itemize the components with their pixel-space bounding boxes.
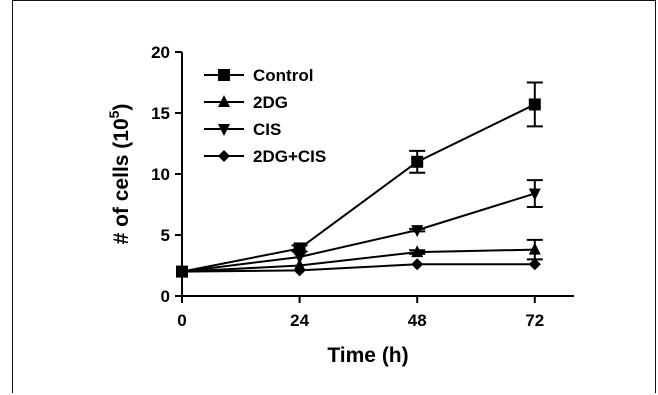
data-point — [528, 98, 541, 111]
series-control — [176, 81, 543, 278]
legend-marker — [218, 69, 230, 81]
data-point — [411, 155, 424, 168]
legend-label: Control — [253, 66, 313, 85]
x-ticks: 0 24 48 72 — [177, 296, 544, 330]
series-line — [181, 263, 535, 273]
y-axis-title-main: # of cells (10 — [110, 118, 133, 244]
legend-marker — [218, 124, 230, 136]
y-tick-label: 0 — [161, 287, 170, 306]
data-point — [411, 245, 424, 258]
data-point — [528, 242, 541, 255]
legend-item: Control — [204, 66, 313, 85]
data-point — [528, 188, 541, 201]
data-point — [293, 251, 306, 264]
x-tick-label: 24 — [290, 311, 309, 330]
legend-label: CIS — [253, 120, 281, 139]
y-ticks: 0 5 10 15 20 — [151, 43, 182, 306]
data-point — [411, 225, 424, 238]
legend-label: 2DG+CIS — [253, 147, 326, 166]
legend-item: CIS — [204, 120, 281, 139]
data-point — [293, 264, 306, 277]
figure-frame — [12, 0, 656, 393]
legend-item: 2DG — [204, 93, 288, 112]
legend-marker — [218, 95, 230, 107]
y-tick-label: 5 — [161, 226, 170, 245]
data-point — [176, 265, 188, 278]
y-tick-label: 15 — [151, 104, 170, 123]
data-point — [528, 258, 541, 271]
series-line — [181, 103, 536, 273]
y-tick-label: 10 — [151, 165, 170, 184]
legend-item: 2DG+CIS — [204, 147, 326, 166]
data-point — [411, 258, 424, 271]
y-tick-label: 20 — [151, 43, 170, 62]
legend: Control 2DG CIS 2DG+CIS — [204, 66, 326, 166]
x-tick-label: 48 — [408, 311, 427, 330]
series-2dg-cis — [176, 258, 541, 278]
y-axis-title: # of cells (105) — [106, 104, 133, 245]
data-point — [293, 242, 306, 255]
series-layer — [176, 81, 543, 279]
x-tick-label: 72 — [525, 311, 544, 330]
series-line — [181, 192, 536, 273]
y-axis-title-suffix: ) — [110, 104, 133, 111]
series-line — [181, 248, 535, 273]
legend-marker — [218, 150, 230, 162]
legend-label: 2DG — [253, 93, 288, 112]
x-axis-title: Time (h) — [327, 344, 408, 367]
y-axis-title-superscript: 5 — [106, 110, 122, 118]
x-tick-label: 0 — [177, 311, 186, 330]
